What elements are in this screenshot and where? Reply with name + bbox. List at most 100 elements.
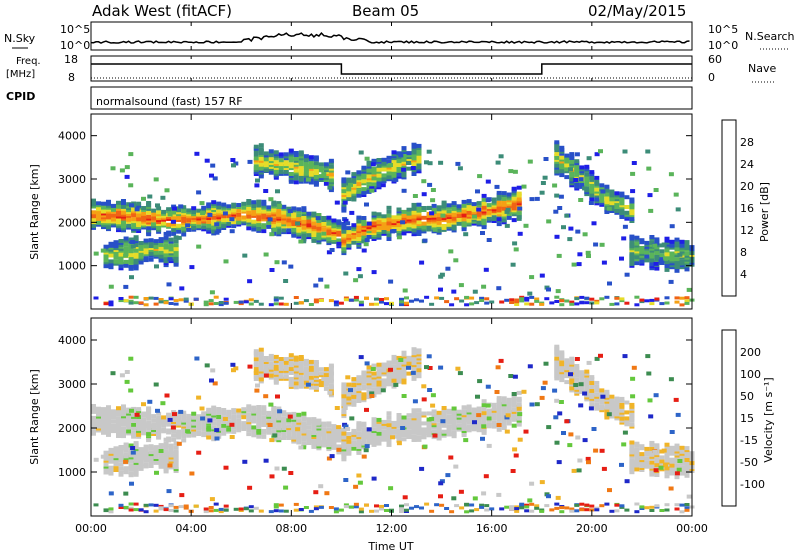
- x-tick-label: 20:00: [576, 522, 608, 535]
- power-cell: [568, 226, 574, 231]
- power-cell: [506, 192, 512, 197]
- velocity-cell: [118, 462, 124, 467]
- velocity-cell: [273, 354, 279, 359]
- velocity-cell: [557, 411, 563, 416]
- power-cell: [421, 192, 427, 197]
- power-cell: [684, 301, 690, 305]
- velocity-cell: [308, 359, 314, 364]
- power-cell: [369, 186, 375, 191]
- power-cell: [128, 295, 134, 299]
- power-cell: [631, 161, 637, 165]
- velocity-cell: [481, 491, 487, 496]
- velocity-cell: [496, 406, 502, 410]
- colorbar-tick-label: -15: [740, 434, 758, 447]
- velocity-cell: [353, 502, 359, 506]
- velocity-cell: [251, 425, 257, 430]
- power-cell: [431, 207, 437, 212]
- power-cell: [649, 302, 655, 306]
- power-cell: [458, 283, 464, 288]
- velocity-cell: [649, 440, 655, 445]
- velocity-cell: [138, 451, 144, 455]
- power-cell: [130, 244, 136, 249]
- power-cell: [430, 188, 436, 192]
- velocity-cell: [432, 433, 438, 438]
- power-cell: [430, 198, 436, 203]
- velocity-cell: [589, 402, 595, 407]
- velocity-cell: [401, 394, 407, 398]
- power-cell: [108, 303, 114, 307]
- velocity-cell: [343, 478, 349, 482]
- power-cell: [582, 186, 588, 191]
- power-cell: [416, 220, 422, 225]
- velocity-cell: [333, 510, 339, 514]
- velocity-cell: [371, 435, 377, 439]
- power-cell: [554, 140, 560, 145]
- velocity-cell: [421, 411, 427, 416]
- velocity-cell: [399, 507, 404, 511]
- velocity-cell: [333, 507, 339, 511]
- velocity-cell: [141, 411, 147, 416]
- power-cell: [421, 206, 427, 210]
- power-cell: [364, 202, 369, 207]
- velocity-cell: [171, 433, 177, 438]
- velocity-cell: [599, 504, 605, 508]
- power-cell: [371, 211, 377, 216]
- velocity-cell: [559, 350, 565, 355]
- power-cell: [579, 295, 585, 299]
- power-cell: [517, 206, 523, 211]
- velocity-cell: [461, 405, 467, 410]
- power-cell: [328, 178, 334, 183]
- power-cell: [534, 196, 540, 201]
- power-cell: [524, 296, 530, 300]
- velocity-cell: [676, 467, 682, 472]
- power-cell: [155, 203, 160, 208]
- power-cell: [644, 240, 650, 245]
- power-cell: [269, 232, 275, 237]
- velocity-cell: [303, 506, 309, 509]
- velocity-cell: [384, 509, 389, 512]
- power-cell: [481, 215, 487, 220]
- velocity-cell: [118, 506, 124, 509]
- velocity-cell: [469, 503, 475, 507]
- power-cell: [191, 206, 197, 211]
- velocity-cell: [486, 443, 492, 448]
- power-cell: [255, 178, 260, 183]
- power-cell: [386, 155, 392, 160]
- velocity-cell: [486, 422, 492, 427]
- power-cell: [434, 296, 440, 300]
- velocity-cell: [146, 432, 152, 437]
- velocity-cell: [308, 385, 314, 390]
- power-cell: [351, 234, 357, 239]
- power-cell: [351, 240, 357, 245]
- power-cell: [283, 302, 289, 306]
- velocity-cell: [274, 466, 280, 471]
- velocity-cell: [455, 366, 461, 371]
- power-cell: [358, 300, 364, 304]
- power-cell: [113, 240, 119, 245]
- power-cell: [557, 206, 563, 210]
- power-cell: [100, 248, 106, 253]
- power-cell: [399, 297, 404, 301]
- power-cell: [406, 151, 412, 156]
- velocity-cell: [278, 374, 284, 379]
- velocity-cell: [103, 462, 109, 467]
- power-cell: [293, 301, 299, 305]
- freq-line: [91, 63, 692, 75]
- velocity-cell: [283, 374, 289, 379]
- velocity-cell: [624, 410, 630, 415]
- velocity-cell: [474, 508, 480, 512]
- velocity-cell: [529, 402, 535, 407]
- power-cell: [151, 216, 157, 221]
- velocity-cell: [242, 459, 248, 464]
- power-cell: [283, 279, 289, 283]
- power-cell: [131, 217, 137, 222]
- power-cell: [579, 165, 585, 170]
- velocity-cell: [421, 397, 427, 402]
- velocity-cell: [600, 394, 606, 399]
- velocity-cell: [486, 408, 492, 413]
- velocity-cell: [594, 508, 600, 512]
- power-cell: [646, 166, 652, 171]
- power-cell: [278, 296, 284, 300]
- velocity-cell: [386, 423, 392, 428]
- velocity-cell: [158, 456, 164, 461]
